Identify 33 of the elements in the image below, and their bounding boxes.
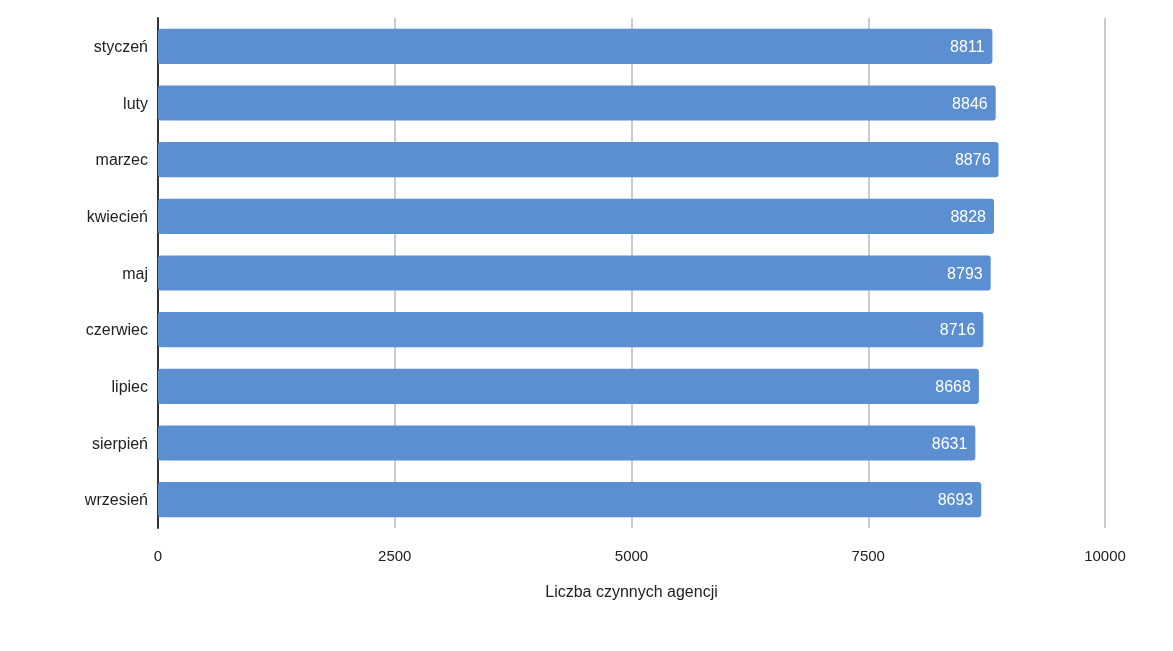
y-tick-label: lipiec	[111, 377, 148, 395]
data-label: 8876	[954, 151, 991, 169]
x-tick-label: 0	[153, 547, 163, 564]
data-label: 8793	[947, 264, 983, 282]
bar	[158, 312, 984, 348]
y-tick-label: kwiecień	[86, 207, 148, 225]
bar	[158, 28, 993, 64]
data-label: 8693	[937, 491, 974, 509]
bar	[158, 142, 999, 178]
x-axis-title: Liczba czynnych agencji	[545, 582, 718, 600]
y-tick-label: czerwiec	[85, 321, 148, 339]
x-tick-label: 5000	[614, 547, 649, 564]
y-tick-label: luty	[123, 94, 148, 112]
y-tick-label: maj	[122, 264, 148, 282]
data-label: 8846	[952, 94, 988, 112]
y-tick-label: styczeń	[93, 37, 148, 55]
bar	[158, 425, 976, 461]
x-tick-label: 2500	[378, 547, 412, 564]
data-label: 8631	[931, 434, 968, 452]
bar	[158, 198, 995, 234]
y-tick-label: marzec	[95, 151, 148, 169]
data-label: 8811	[950, 37, 985, 55]
data-label: 8828	[950, 207, 987, 225]
bar	[158, 368, 979, 404]
y-tick-label: sierpień	[91, 434, 148, 452]
x-tick-label: 7500	[851, 547, 885, 564]
data-label: 8716	[939, 321, 976, 339]
data-label: 8668	[935, 377, 971, 395]
bar	[158, 482, 982, 518]
x-tick-label: 10000	[1084, 547, 1126, 564]
bar	[158, 85, 996, 121]
bar	[158, 255, 991, 291]
y-tick-label: wrzesień	[83, 491, 148, 509]
